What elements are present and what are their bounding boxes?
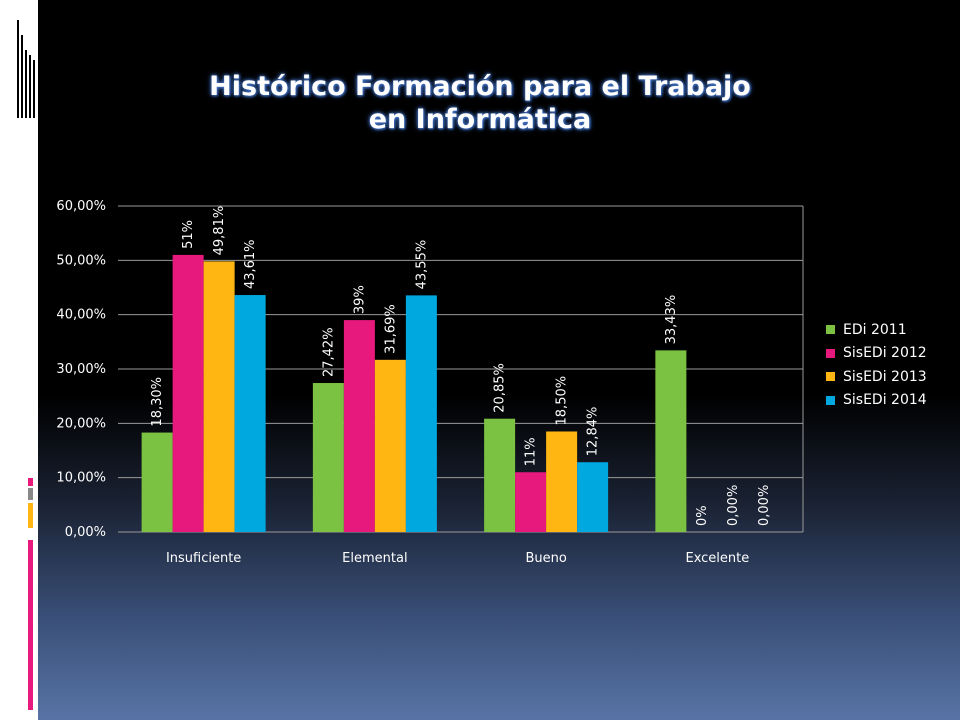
bar: [374, 359, 406, 532]
data-label: 43,61%: [243, 239, 258, 289]
data-label: 43,55%: [414, 240, 429, 290]
slide-title: Histórico Formación para el Trabajo en I…: [110, 70, 850, 136]
x-category-label: Elemental: [342, 551, 407, 566]
y-tick-label: 50,00%: [56, 253, 106, 268]
data-label: 0,00%: [757, 485, 772, 526]
data-label: 0,00%: [726, 485, 741, 526]
data-label: 20,85%: [493, 363, 508, 413]
bar: [655, 350, 687, 532]
data-label: 31,69%: [383, 304, 398, 354]
legend-item: SisEDi 2012: [826, 342, 927, 366]
accent-bar-gold: [28, 503, 33, 528]
legend-swatch: [826, 395, 835, 405]
data-label: 33,43%: [664, 295, 679, 345]
chart-legend: EDi 2011 SisEDi 2012 SisEDi 2013 SisEDi 201…: [826, 318, 927, 412]
title-line-2: en Informática: [368, 104, 592, 135]
data-label: 51%: [181, 220, 196, 249]
legend-label: SisEDi 2012: [843, 345, 927, 362]
legend-swatch: [826, 325, 835, 335]
accent-bar-grey: [28, 488, 33, 500]
data-label: 27,42%: [321, 327, 336, 377]
bar: [515, 472, 547, 532]
y-tick-label: 10,00%: [56, 471, 106, 486]
bar: [312, 383, 344, 532]
legend-label: EDi 2011: [843, 321, 907, 338]
data-label: 18,30%: [150, 377, 165, 427]
data-label: 49,81%: [212, 206, 227, 256]
data-labels: 18,30% 51% 49,81% 43,61% 27,42% 39% 31,69% 43,5…: [150, 206, 772, 526]
bar: [546, 431, 578, 532]
data-label: 12,84%: [586, 407, 601, 457]
legend-item: EDi 2011: [826, 318, 927, 342]
bar: [172, 254, 204, 532]
title-line-1: Histórico Formación para el Trabajo: [209, 71, 751, 102]
x-category-label: Insuficiente: [166, 551, 241, 566]
accent-bar-pink: [28, 478, 33, 486]
y-tick-label: 0,00%: [65, 525, 106, 540]
bar: [577, 462, 609, 532]
data-label: 0%: [695, 505, 710, 526]
accent-bar-pink-long: [28, 540, 33, 710]
data-label: 11%: [524, 437, 539, 466]
legend-item: SisEDi 2014: [826, 389, 927, 413]
legend-label: SisEDi 2013: [843, 368, 927, 385]
legend-label: SisEDi 2014: [843, 392, 927, 409]
legend-item: SisEDi 2013: [826, 365, 927, 389]
data-label: 18,50%: [555, 376, 570, 426]
bar: [343, 320, 375, 532]
legend-swatch: [826, 372, 835, 382]
x-axis-categories: Insuficiente Elemental Bueno Excelente: [166, 551, 749, 566]
bar: [405, 295, 437, 532]
y-tick-label: 20,00%: [56, 416, 106, 431]
y-tick-label: 60,00%: [56, 199, 106, 214]
x-category-label: Bueno: [525, 551, 566, 566]
left-panel: [0, 0, 38, 720]
data-label: 39%: [352, 285, 367, 314]
bar: [141, 432, 173, 532]
y-tick-label: 40,00%: [56, 308, 106, 323]
bar: [203, 261, 235, 532]
bar: [234, 295, 266, 532]
y-axis-ticks: 0,00% 10,00% 20,00% 30,00% 40,00% 50,00% 60,00…: [56, 199, 106, 540]
legend-swatch: [826, 348, 835, 358]
y-tick-label: 30,00%: [56, 362, 106, 377]
x-category-label: Excelente: [685, 551, 749, 566]
corner-stripes-decoration: [0, 0, 38, 120]
bars: [141, 254, 687, 532]
bar: [484, 418, 516, 532]
